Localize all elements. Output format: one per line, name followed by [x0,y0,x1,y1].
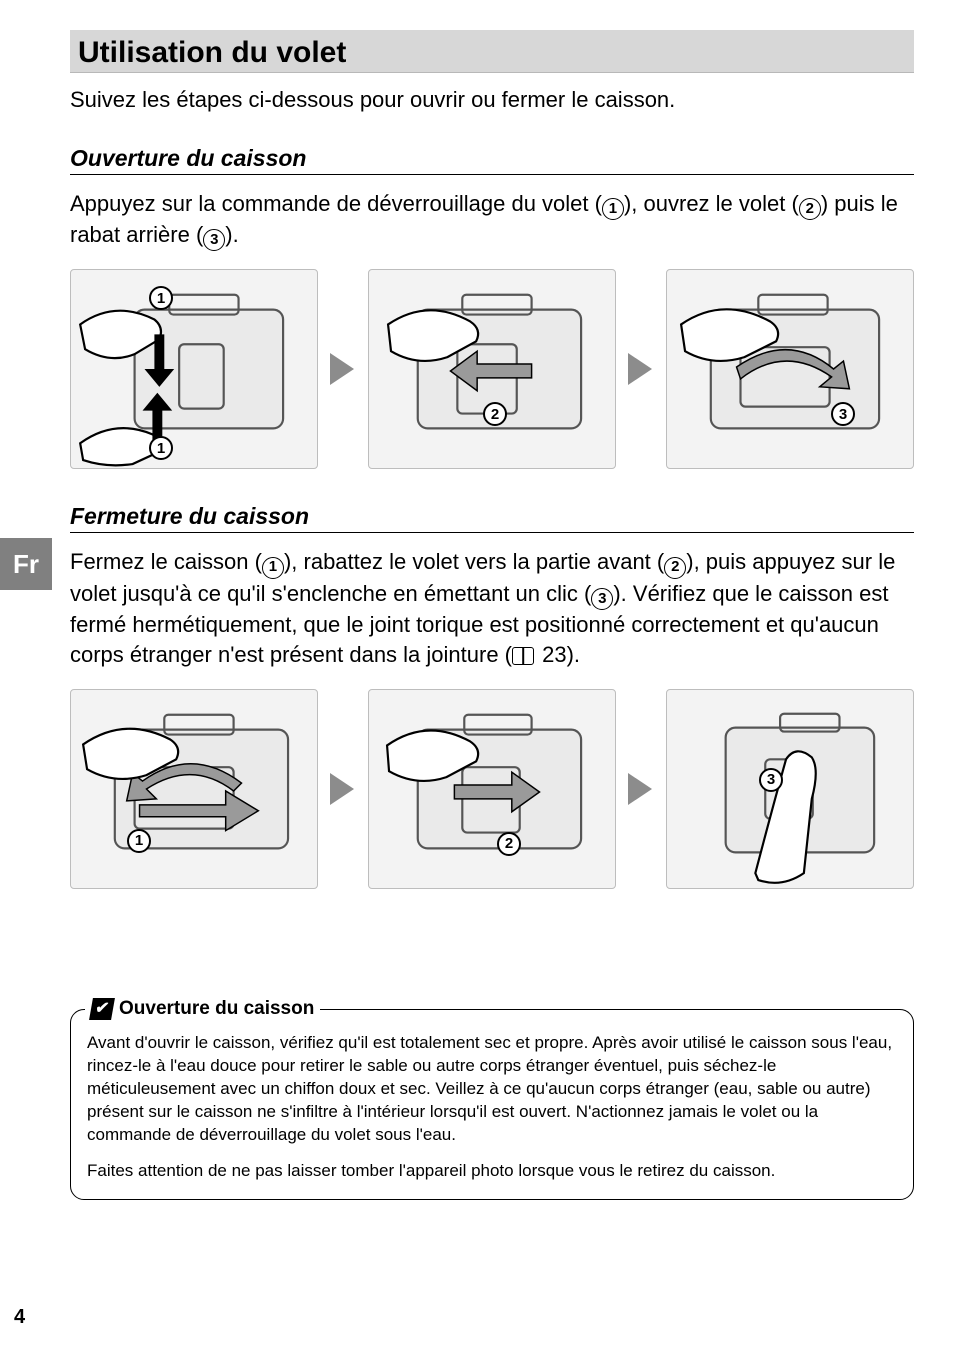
text: ), ouvrez le volet ( [624,191,799,216]
page-title-bar: Utilisation du volet [70,30,914,73]
open-paragraph: Appuyez sur la commande de déverrouillag… [70,189,914,252]
text: ). [225,222,238,247]
close-figure-row: 1 2 3 [70,689,914,889]
note-paragraph-2: Faites attention de ne pas laisser tombe… [87,1160,897,1183]
open-figure-2: 2 [368,269,616,469]
page-title: Utilisation du volet [78,36,346,69]
note-title: ✔ Ouverture du caisson [85,996,320,1022]
close-figure-3: 3 [666,689,914,889]
step-number-icon: 1 [602,198,624,220]
open-figure-1: 1 1 [70,269,318,469]
note-title-text: Ouverture du caisson [119,996,314,1022]
close-figure-1: 1 [70,689,318,889]
sequence-arrow-icon [328,349,358,389]
sequence-arrow-icon [626,349,656,389]
close-figure-2: 2 [368,689,616,889]
check-icon: ✔ [89,998,115,1020]
step-number-icon: 3 [203,229,225,251]
text: Fermez le caisson ( [70,549,262,574]
text: ), rabattez le volet vers la partie avan… [284,549,664,574]
page-number: 4 [14,1306,25,1329]
step-number-icon: 2 [664,557,686,579]
sequence-arrow-icon [626,769,656,809]
step-number-icon: 3 [591,588,613,610]
text: ). [567,642,580,667]
step-number-icon: 2 [799,198,821,220]
open-figure-row: 1 1 2 3 [70,269,914,469]
step-number-icon: 1 [262,557,284,579]
figure-step-label: 1 [127,829,151,853]
sequence-arrow-icon [328,769,358,809]
figure-step-label: 2 [497,832,521,856]
section-heading-open: Ouverture du caisson [70,145,914,175]
intro-text: Suivez les étapes ci-dessous pour ouvrir… [70,85,914,115]
text: Appuyez sur la commande de déverrouillag… [70,191,602,216]
page-ref-icon [512,647,534,665]
note-box: ✔ Ouverture du caisson Avant d'ouvrir le… [70,1009,914,1201]
language-tab: Fr [0,538,52,590]
open-figure-3: 3 [666,269,914,469]
close-paragraph: Fermez le caisson (1), rabattez le volet… [70,547,914,670]
page-ref-number: 23 [542,642,566,667]
figure-step-label: 3 [759,768,783,792]
note-paragraph-1: Avant d'ouvrir le caisson, vérifiez qu'i… [87,1032,897,1147]
section-heading-close: Fermeture du caisson [70,503,914,533]
